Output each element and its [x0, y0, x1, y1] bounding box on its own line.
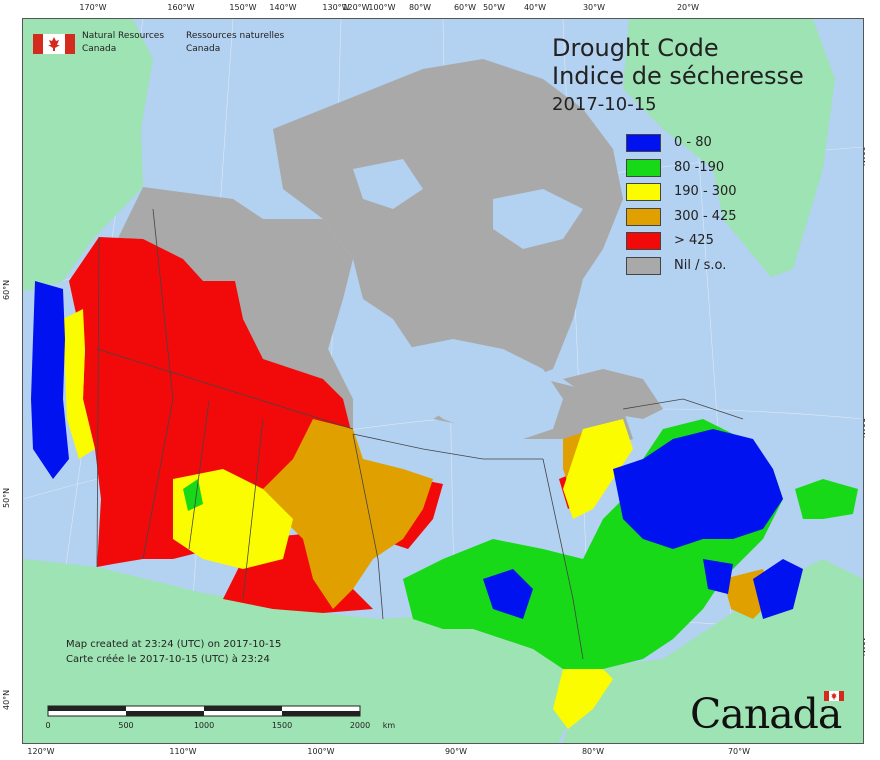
- scale-label: 0: [45, 721, 51, 730]
- top-tick-label: 40°W: [523, 3, 547, 12]
- legend-swatch: [626, 134, 661, 152]
- water-bodies: [353, 159, 583, 439]
- canada-flag-icon: [824, 691, 844, 701]
- scale-bar: 0 500 1000 1500 2000 km: [44, 704, 395, 730]
- canada-flag-icon: [33, 34, 75, 54]
- map-canvas: [23, 19, 863, 743]
- scale-unit: km: [382, 721, 396, 730]
- bottom-tick-label: 120°W: [27, 747, 55, 756]
- map-title: Drought Code Indice de sécheresse 2017-1…: [552, 34, 804, 118]
- agency-en-line1: Natural Resources: [82, 31, 165, 41]
- top-tick-label: 140°W: [269, 3, 297, 12]
- bottom-tick-label: 70°W: [727, 747, 751, 756]
- legend-swatch: [626, 256, 661, 275]
- legend-swatch: [626, 158, 661, 177]
- left-tick-label: 50°N: [2, 487, 11, 508]
- top-tick-label: 20°W: [676, 3, 700, 12]
- bottom-tick-label: 100°W: [307, 747, 335, 756]
- top-tick-label: 100°W: [368, 3, 396, 12]
- legend-label: 190 - 300: [674, 184, 737, 199]
- top-tick-label: 130°W: [322, 3, 350, 12]
- bottom-tick-label: 110°W: [169, 747, 197, 756]
- agency-fr-line2: Canada: [186, 44, 221, 54]
- agency-name-en: Natural Resources Canada: [82, 30, 164, 56]
- legend-swatch: [626, 207, 661, 226]
- creation-note: Map created at 23:24 (UTC) on 2017-10-15…: [66, 637, 281, 667]
- top-tick-label: 170°W: [79, 3, 107, 12]
- scale-label: 1000: [193, 721, 215, 730]
- top-tick-label: 150°W: [229, 3, 257, 12]
- canada-wordmark: Canada: [690, 690, 842, 738]
- scale-label: 1500: [271, 721, 293, 730]
- top-tick-label: 30°W: [582, 3, 606, 12]
- creation-note-fr: Carte créée le 2017-10-15 (UTC) à 23:24: [66, 654, 270, 665]
- region-yellow: [63, 309, 633, 729]
- top-tick-label: 80°W: [408, 3, 432, 12]
- bottom-tick-label: 90°W: [444, 747, 468, 756]
- map-area: [22, 18, 864, 744]
- scale-label: 2000: [349, 721, 371, 730]
- agency-name-fr: Ressources naturelles Canada: [186, 30, 284, 56]
- agency-en-line2: Canada: [82, 44, 117, 54]
- scale-bar-graphic: [47, 705, 361, 717]
- left-tick-label: 40°N: [2, 689, 11, 710]
- left-tick-label: 60°N: [2, 279, 11, 300]
- scale-label: 500: [118, 721, 134, 730]
- legend-label: 80 -190: [674, 159, 725, 175]
- creation-note-en: Map created at 23:24 (UTC) on 2017-10-15: [66, 639, 282, 650]
- agency-fr-line1: Ressources naturelles: [186, 31, 285, 41]
- title-french: Indice de sécheresse: [552, 62, 804, 90]
- title-english: Drought Code: [552, 34, 719, 62]
- top-tick-label: 60°W: [453, 3, 477, 12]
- legend-label: 0 - 80: [674, 135, 712, 150]
- top-tick-label: 120°W: [342, 3, 370, 12]
- legend-label: > 425: [674, 233, 714, 248]
- title-date: 2017-10-15: [552, 94, 657, 115]
- legend-label: Nil / s.o.: [674, 257, 727, 273]
- legend-swatch: [626, 232, 661, 250]
- legend-swatch: [626, 183, 661, 201]
- province-boundaries: [96, 208, 744, 660]
- top-tick-label: 160°W: [167, 3, 195, 12]
- legend-label: 300 - 425: [674, 208, 737, 224]
- bottom-tick-label: 80°W: [581, 747, 605, 756]
- region-blue: [31, 281, 803, 619]
- top-tick-label: 50°W: [482, 3, 506, 12]
